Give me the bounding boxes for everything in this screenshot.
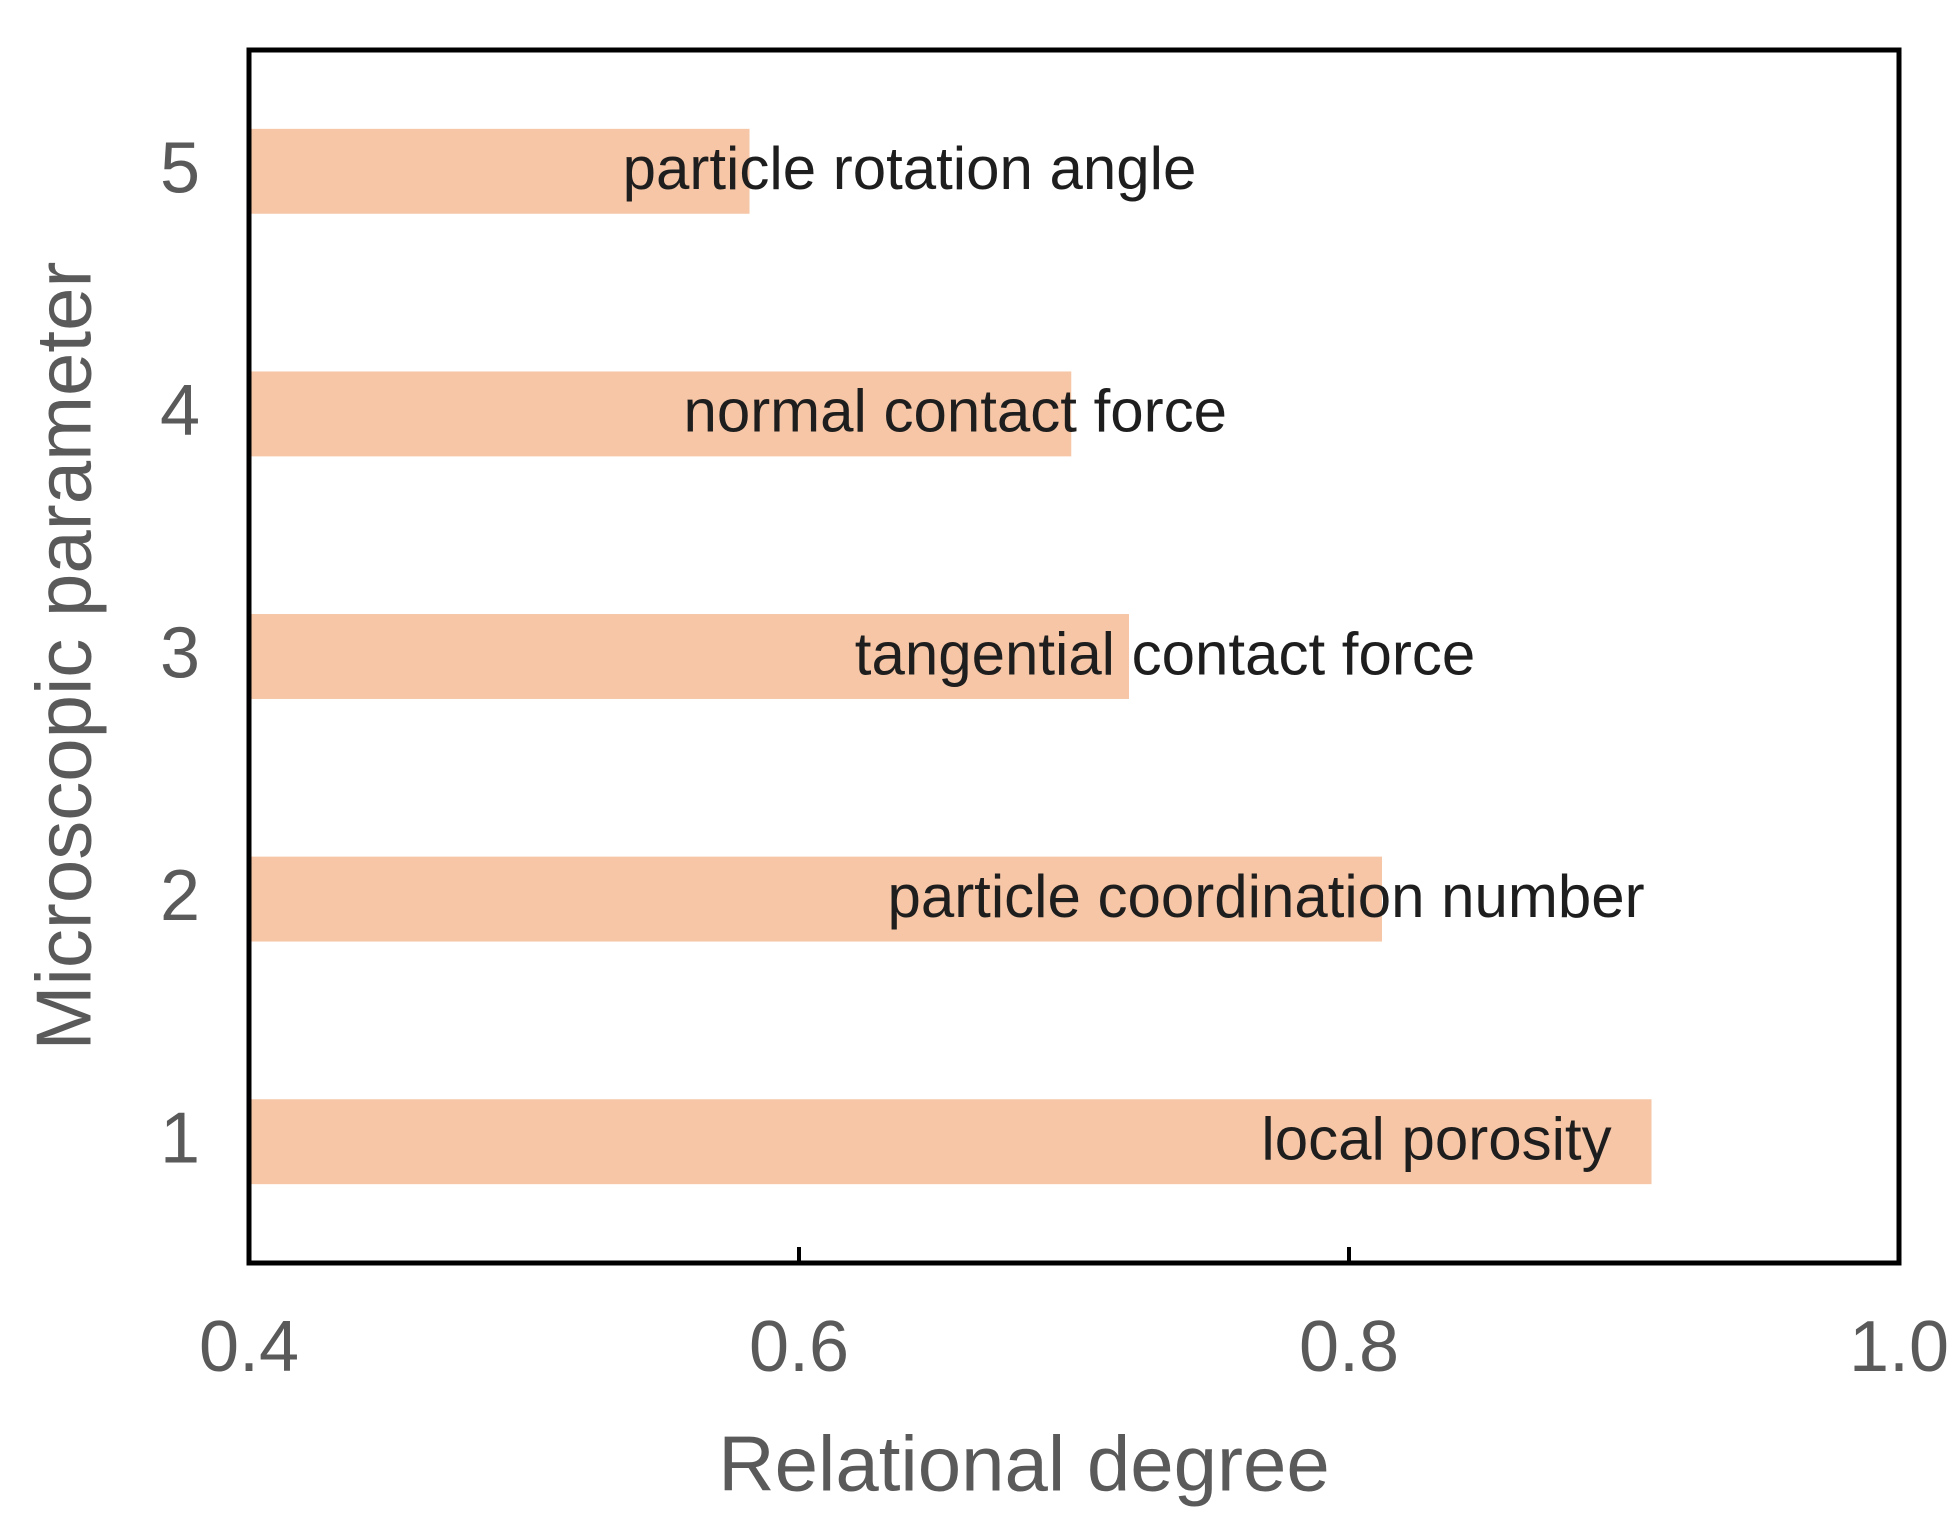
bar-label: particle coordination number: [887, 863, 1644, 930]
bar-label: local porosity: [1261, 1106, 1611, 1173]
bar: [249, 128, 750, 214]
x-tick-label: 1.0: [1849, 1307, 1949, 1387]
plot-frame: [246, 47, 1902, 1266]
bar-label: particle rotation angle: [623, 135, 1197, 202]
bar-label: normal contact force: [683, 378, 1227, 445]
y-tick-label: 5: [160, 128, 200, 208]
y-tick-label: 1: [160, 1099, 200, 1179]
y-tick-label: 3: [160, 614, 200, 694]
bar: [249, 1099, 1652, 1185]
bar: [249, 856, 1382, 942]
bar-label: tangential contact force: [855, 620, 1475, 687]
x-tick-label: 0.6: [749, 1307, 849, 1387]
y-tick-label: 4: [160, 371, 200, 451]
y-axis-title: Microscopic parameter: [20, 262, 108, 1051]
bar: [249, 371, 1072, 457]
x-tick-label: 0.8: [1299, 1307, 1399, 1387]
x-axis-title: Relational degree: [718, 1420, 1329, 1508]
x-tick-label: 0.4: [199, 1307, 299, 1387]
y-tick-label: 2: [160, 856, 200, 936]
bar: [249, 614, 1129, 699]
